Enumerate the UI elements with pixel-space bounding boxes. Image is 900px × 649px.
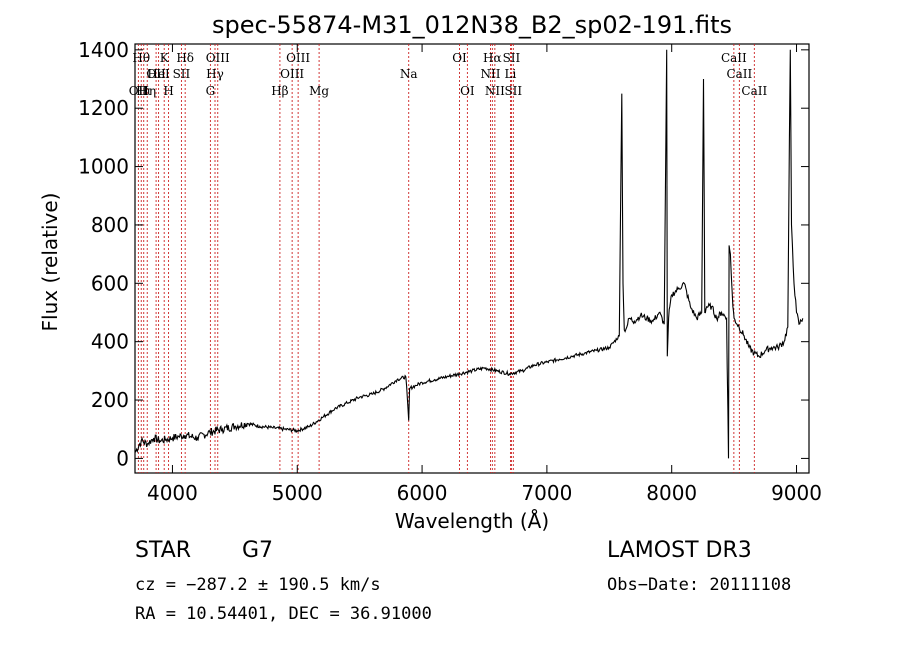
spectral-line-label: Hθ — [132, 51, 150, 65]
spectral-line-label: Mg — [309, 84, 329, 98]
y-tick-label: 1000 — [78, 155, 129, 179]
y-tick-label: 800 — [91, 213, 129, 237]
spectral-line-label: OIII — [286, 51, 310, 65]
spectral-line-labels: OIIHθHιHηOIIHeIKHSIIHδGHγOIIIHβOIIIOIIIM… — [129, 51, 768, 98]
y-axis-ticks: 0 200 400 600 800 1000 1200 1400 — [78, 38, 809, 470]
spectral-line-label: NII — [485, 84, 505, 98]
x-tick-label: 9000 — [771, 481, 822, 505]
subclass-label: G7 — [242, 538, 274, 563]
redshift-readout: cz = −287.2 ± 190.5 km/s — [135, 575, 381, 595]
y-tick-label: 600 — [91, 271, 129, 295]
spectral-line-label: Hβ — [271, 84, 288, 98]
spectral-line-label: OII — [146, 67, 166, 81]
spectral-line-label: OIII — [280, 67, 304, 81]
spectral-line-markers — [137, 44, 755, 473]
spectral-line-label: OI — [452, 51, 467, 65]
obs-date: Obs−Date: 20111108 — [607, 575, 792, 595]
x-tick-label: 6000 — [397, 481, 448, 505]
plot-frame — [134, 43, 810, 474]
spectral-line-label: Hα — [483, 51, 502, 65]
x-tick-label: 7000 — [521, 481, 572, 505]
spectral-line-label: Hη — [138, 84, 156, 98]
spectrum-line — [134, 49, 804, 459]
class-label: STAR — [135, 538, 192, 563]
spectral-line-label: CaII — [721, 51, 747, 65]
spectral-line-label: H — [163, 84, 173, 98]
spectral-line-label: Hδ — [176, 51, 194, 65]
spectral-line-label: NII — [480, 67, 500, 81]
spectral-line-label: Na — [400, 67, 418, 81]
x-axis-label: Wavelength (Å) — [395, 509, 549, 533]
y-tick-label: 200 — [91, 388, 129, 412]
spectral-line-label: Li — [505, 67, 517, 81]
spectral-line-label: HeI — [147, 67, 170, 81]
spectral-line-label: OIII — [206, 51, 230, 65]
x-tick-label: 5000 — [272, 481, 323, 505]
spectral-line-label: SII — [504, 84, 522, 98]
spectral-line-label: OII — [129, 84, 149, 98]
spectral-line-label: CaII — [726, 67, 752, 81]
y-tick-label: 400 — [91, 330, 129, 354]
spectral-line-label: SII — [173, 67, 191, 81]
spectral-line-label: K — [160, 51, 170, 65]
chart-title: spec-55874-M31_012N38_B2_sp02-191.fits — [212, 11, 732, 39]
spectral-line-label: OI — [460, 84, 475, 98]
spectral-line-label: Hγ — [206, 67, 224, 81]
x-tick-label: 4000 — [147, 481, 198, 505]
y-tick-label: 1400 — [78, 38, 129, 62]
spectral-line-label: CaII — [741, 84, 767, 98]
y-tick-label: 0 — [116, 446, 129, 470]
coordinates-readout: RA = 10.54401, DEC = 36.91000 — [135, 604, 432, 624]
spectral-line-label: G — [206, 84, 216, 98]
x-tick-label: 8000 — [646, 481, 697, 505]
x-axis-ticks: 4000 5000 6000 7000 8000 9000 — [147, 44, 822, 505]
spectral-line-label: SII — [503, 51, 521, 65]
spectral-line-label: Hι — [136, 84, 151, 98]
survey-label: LAMOST DR3 — [607, 538, 752, 563]
y-axis-label: Flux (relative) — [38, 193, 62, 332]
y-tick-label: 1200 — [78, 96, 129, 120]
